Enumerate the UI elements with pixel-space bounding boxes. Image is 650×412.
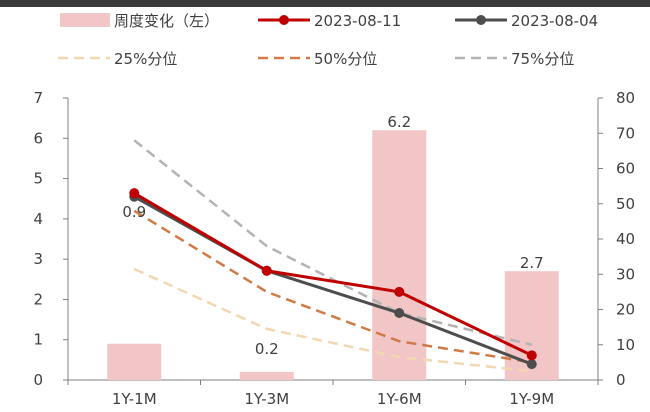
right-tick-label: 20: [616, 301, 635, 319]
left-tick-label: 5: [33, 170, 43, 188]
right-tick-label: 40: [616, 230, 635, 248]
right-tick-label: 70: [616, 124, 635, 142]
series-point: [129, 188, 140, 199]
left-tick-label: 3: [33, 250, 43, 268]
series-point: [526, 350, 537, 361]
cropped-title-strip: [0, 0, 650, 7]
series-point: [526, 359, 537, 370]
bar: [372, 130, 427, 380]
legend-label: 50%分位: [314, 50, 377, 68]
legend-label: 2023-08-04: [511, 12, 598, 30]
series-line: [133, 191, 533, 357]
legend-label: 75%分位: [511, 50, 574, 68]
series-line: [133, 267, 532, 373]
right-tick-label: 0: [616, 371, 626, 389]
series-point: [394, 308, 405, 319]
left-tick-label: 1: [33, 331, 43, 349]
bar: [239, 371, 294, 380]
bar-data-label: 0.2: [255, 340, 279, 358]
series-line: [133, 195, 533, 366]
left-tick-label: 2: [33, 290, 43, 308]
legend-label: 2023-08-11: [314, 12, 401, 30]
legend-label: 25%分位: [114, 50, 177, 68]
series-point: [261, 265, 272, 276]
legend-swatch-marker: [279, 15, 289, 25]
x-tick-label: 1Y-3M: [244, 390, 289, 408]
left-tick-label: 6: [33, 129, 43, 147]
series-point: [394, 286, 405, 297]
right-tick-label: 60: [616, 160, 635, 178]
x-tick-label: 1Y-1M: [112, 390, 157, 408]
left-tick-label: 7: [33, 89, 43, 107]
bar-data-label: 0.9: [122, 203, 146, 221]
bar-data-label: 6.2: [387, 113, 411, 131]
legend-label: 周度变化（左）: [114, 12, 219, 30]
legend-swatch-bar: [60, 13, 110, 27]
legend-swatch-marker: [476, 15, 486, 25]
series-line: [133, 139, 533, 346]
left-tick-label: 4: [33, 210, 43, 228]
x-tick-label: 1Y-9M: [509, 390, 554, 408]
bar: [107, 343, 162, 380]
right-tick-label: 10: [616, 336, 635, 354]
right-tick-label: 30: [616, 265, 635, 283]
x-tick-label: 1Y-6M: [377, 390, 422, 408]
right-tick-label: 80: [616, 89, 635, 107]
right-tick-label: 50: [616, 195, 635, 213]
left-tick-label: 0: [33, 371, 43, 389]
bar-data-label: 2.7: [520, 254, 544, 272]
series-line: [133, 209, 532, 364]
